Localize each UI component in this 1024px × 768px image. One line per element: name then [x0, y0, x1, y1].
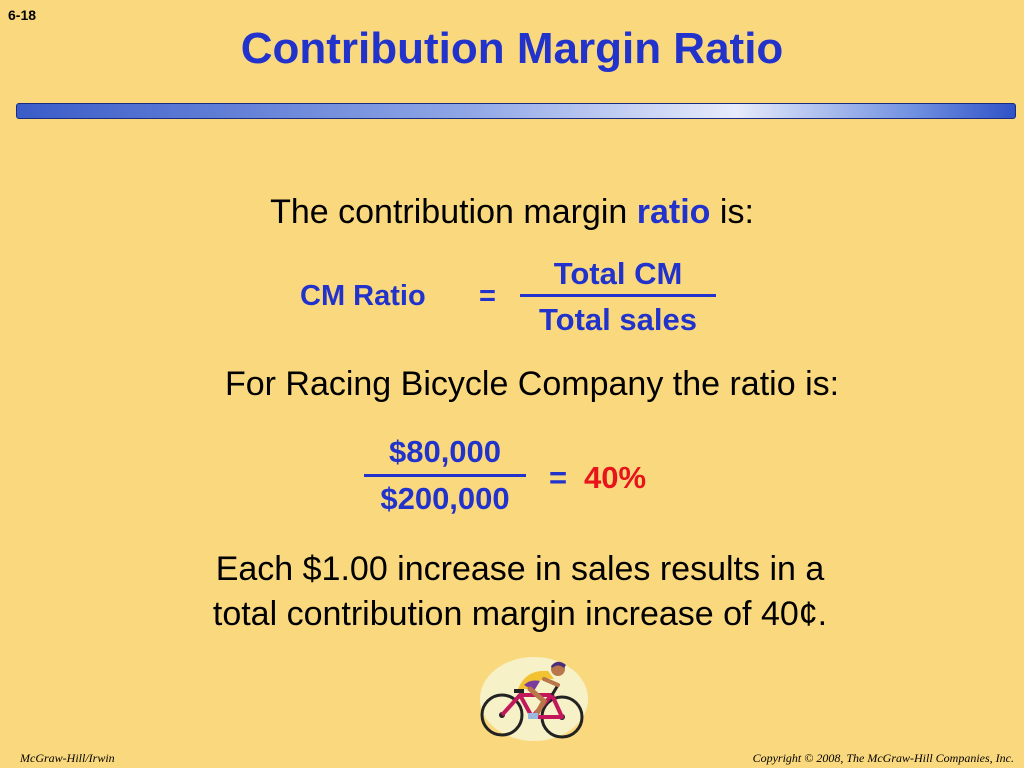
footer-copyright: Copyright © 2008, The McGraw-Hill Compan…	[752, 751, 1014, 765]
explanation-text: Each $1.00 increase in sales results in …	[0, 547, 1024, 637]
slide-number: 6-18	[8, 7, 37, 23]
explanation-line-1: Each $1.00 increase in sales results in …	[215, 550, 825, 588]
formula-equals: =	[479, 280, 496, 312]
title-divider-bar	[16, 103, 1016, 119]
calculation-result: 40%	[584, 460, 647, 495]
formula-fraction-bar	[520, 294, 716, 297]
calculation-equals: =	[549, 460, 568, 495]
calculation-denominator: $200,000	[380, 481, 510, 516]
intro-before: The contribution margin	[270, 193, 637, 231]
formula-denominator: Total sales	[539, 302, 697, 337]
slide-title: Contribution Margin Ratio	[240, 24, 784, 73]
intro-highlight: ratio	[636, 193, 711, 231]
formula-numerator: Total CM	[553, 256, 683, 291]
calculation-numerator: $80,000	[388, 434, 502, 469]
intro-text: The contribution margin ratio is:	[0, 193, 1024, 232]
company-ratio-text: For Racing Bicycle Company the ratio is:	[224, 365, 840, 403]
explanation-line-2: total contribution margin increase of 40…	[212, 595, 828, 633]
cyclist-clipart-icon	[480, 657, 588, 741]
footer-publisher: McGraw-Hill/Irwin	[20, 751, 115, 765]
calculation-fraction-bar	[364, 474, 526, 477]
intro-after: is:	[710, 193, 754, 231]
formula-label: CM Ratio	[300, 280, 426, 312]
